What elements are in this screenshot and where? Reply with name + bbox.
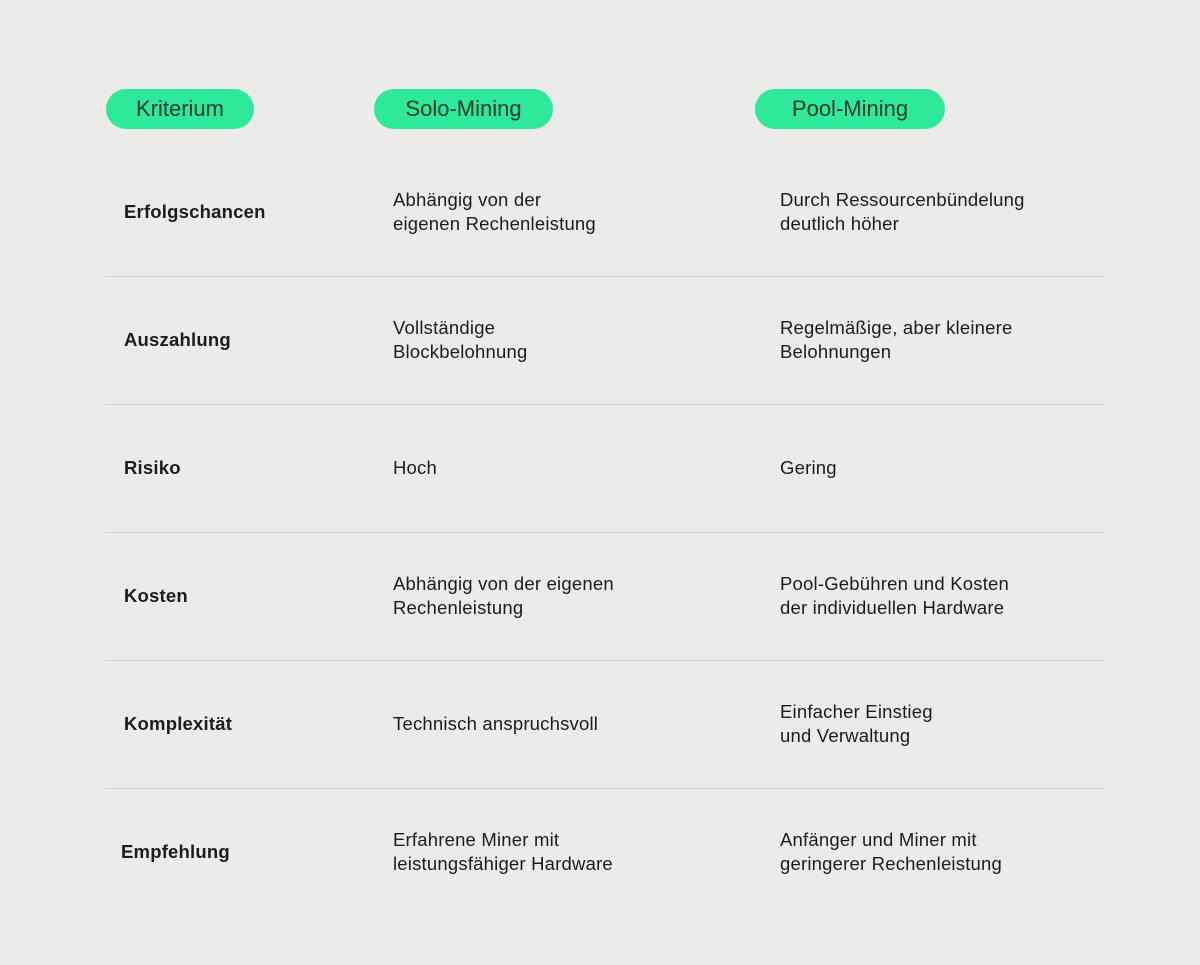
solo-cell: Erfahrene Miner mit leistungsfähiger Har… — [393, 829, 613, 874]
table-row: Risiko Hoch Gering — [106, 404, 1104, 533]
header-pool-mining-pill: Pool-Mining — [755, 89, 945, 129]
table-row: Komplexität Technisch anspruchsvoll Einf… — [106, 660, 1104, 789]
pool-cell: Einfacher Einstieg und Verwaltung — [780, 701, 933, 746]
table-row: Auszahlung Vollständige Blockbelohnung R… — [106, 276, 1104, 405]
solo-cell: Abhängig von der eigenen Rechenleistung — [393, 189, 596, 234]
table-row: Kosten Abhängig von der eigenen Rechenle… — [106, 532, 1104, 661]
criterion-cell: Komplexität — [124, 713, 233, 734]
criterion-cell: Risiko — [124, 457, 181, 478]
table-row: Empfehlung Erfahrene Miner mit leistungs… — [106, 788, 1104, 916]
criterion-cell: Auszahlung — [124, 329, 231, 350]
solo-cell: Technisch anspruchsvoll — [393, 713, 599, 734]
criterion-cell: Empfehlung — [121, 841, 230, 862]
pool-cell: Anfänger und Miner mit geringerer Rechen… — [780, 829, 1002, 874]
pool-cell: Regelmäßige, aber kleinere Belohnungen — [780, 317, 1013, 362]
pool-cell: Durch Ressourcenbündelung deutlich höher — [780, 189, 1025, 234]
table-row: Erfolgschancen Abhängig von der eigenen … — [106, 148, 1104, 277]
criterion-cell: Erfolgschancen — [124, 201, 266, 222]
solo-cell: Abhängig von der eigenen Rechenleistung — [393, 573, 614, 618]
criterion-cell: Kosten — [124, 585, 188, 606]
solo-cell: Hoch — [393, 457, 437, 478]
header-solo-mining-pill: Solo-Mining — [374, 89, 553, 129]
header-criterion-pill: Kriterium — [106, 89, 254, 129]
solo-cell: Vollständige Blockbelohnung — [393, 317, 528, 362]
pool-cell: Gering — [780, 457, 837, 478]
pool-cell: Pool-Gebühren und Kosten der individuell… — [780, 573, 1010, 618]
